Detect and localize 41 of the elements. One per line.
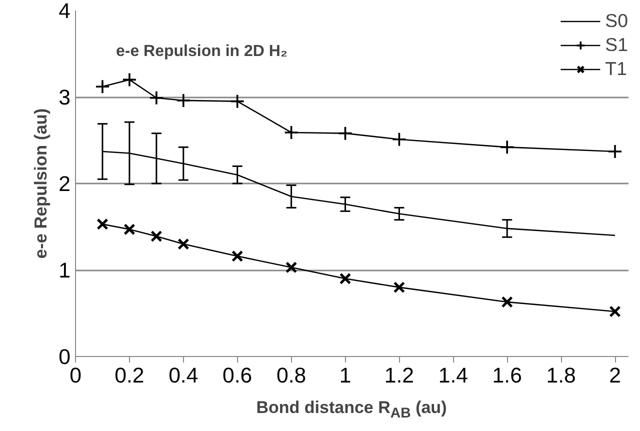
legend-label: T1 [605,58,627,80]
point [393,281,406,294]
point [232,250,244,262]
point [96,218,108,230]
point [150,230,162,242]
legend-label: S0 [605,10,628,32]
y-tick-label: 1 [58,258,71,282]
point [95,79,110,94]
legend-label: S1 [605,34,628,56]
point [609,306,621,318]
point [338,126,353,141]
point [501,296,513,308]
point [230,94,245,109]
point [500,140,515,155]
x-tick-label: 0.8 [276,364,306,388]
y-tick-label: 3 [58,86,71,110]
y-tick-label: 2 [58,172,71,196]
x-tick-label: 2 [609,364,621,388]
text: e-e Repulsion in 2D H₂ [116,42,288,60]
y-axis-title: e-e Repulsion (au) [30,108,51,259]
y-tick-label: 4 [58,0,71,23]
x-tick-label: 1.6 [492,364,522,388]
point [608,144,622,159]
point [284,125,299,140]
x-tick-label: 1.4 [438,364,468,388]
x-tick-label: 0.4 [168,364,198,388]
point [392,132,407,147]
x-tick-label: 0.2 [114,364,144,388]
x-tick-label: 1.8 [546,364,576,388]
point [124,224,136,236]
x-axis-title: Bond distance R$_{AB}$ (au) [255,397,448,424]
y-tick-label: 0 [58,345,71,369]
x-tick-label: 1.2 [384,364,414,388]
point [122,72,137,88]
x-tick-label: 0.6 [222,364,252,388]
point [285,262,298,274]
point [339,272,352,284]
x-tick-label: 1 [339,364,352,388]
point [149,90,164,106]
point [178,238,190,250]
point [176,93,191,108]
